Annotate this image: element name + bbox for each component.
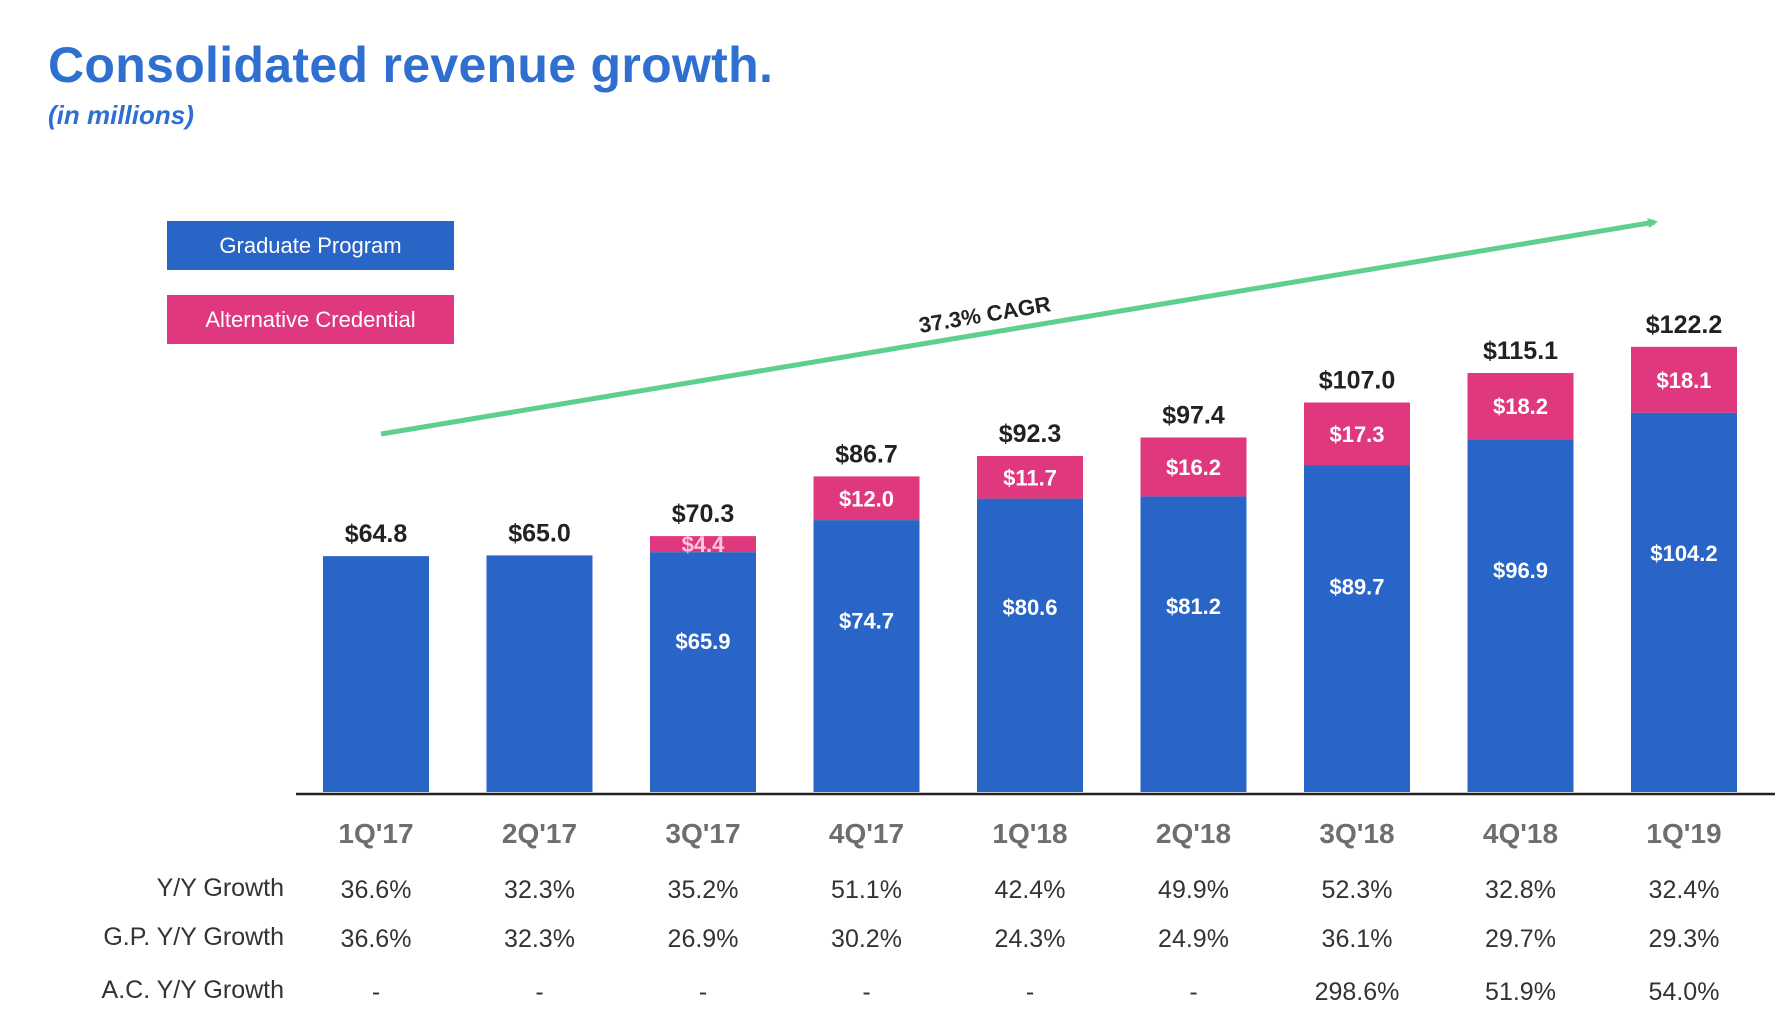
table-cell: -	[1026, 978, 1034, 1006]
data-label-total: $92.3	[999, 420, 1062, 448]
table-cell: -	[535, 978, 543, 1006]
data-label-total: $115.1	[1483, 337, 1558, 365]
table-cell: 29.3%	[1649, 925, 1720, 953]
data-label-alternative-credential: $12.0	[839, 486, 894, 511]
data-label-total: $86.7	[835, 440, 898, 468]
cagr-arrow	[380, 218, 1658, 437]
table-cell: 36.6%	[341, 876, 412, 904]
x-tick-label: 4Q'17	[829, 818, 904, 849]
table-cell: 52.3%	[1322, 876, 1393, 904]
x-tick-label: 4Q'18	[1483, 818, 1558, 849]
data-label-total: $65.0	[508, 519, 571, 547]
table-cell: 32.3%	[504, 876, 575, 904]
table-cell: 29.7%	[1485, 925, 1556, 953]
bar-graduate-program	[486, 555, 593, 792]
bar-graduate-program	[650, 552, 756, 792]
bar-alternative-credential	[1140, 437, 1247, 497]
table-cell: -	[699, 978, 707, 1006]
x-tick-label: 3Q'17	[665, 818, 740, 849]
table-row-label-yy-growth: Y/Y Growth	[156, 874, 284, 902]
table-row-label-gp-yy-growth: G.P. Y/Y Growth	[103, 923, 284, 951]
x-tick-label: 2Q'17	[502, 818, 577, 849]
data-label-total: $107.0	[1319, 367, 1395, 395]
table-cell: 298.6%	[1315, 978, 1400, 1006]
x-tick-label: 1Q'19	[1646, 818, 1721, 849]
data-label-total: $122.2	[1646, 311, 1722, 339]
bar-alternative-credential	[977, 456, 1083, 499]
data-label-graduate-program: $65.9	[675, 629, 730, 654]
table-cell: -	[1189, 978, 1197, 1006]
data-label-total: $64.8	[345, 520, 408, 548]
x-tick-label: 1Q'17	[338, 818, 413, 849]
table-cell: 26.9%	[668, 925, 739, 953]
table-cell: 32.3%	[504, 925, 575, 953]
table-cell: 32.8%	[1485, 876, 1556, 904]
bar-graduate-program	[813, 520, 920, 792]
table-cell: 24.3%	[995, 925, 1066, 953]
data-label-alternative-credential: $18.2	[1493, 394, 1548, 419]
table-cell: 54.0%	[1649, 978, 1720, 1006]
bar-graduate-program	[1140, 496, 1247, 792]
x-tick-label: 3Q'18	[1319, 818, 1394, 849]
bar-alternative-credential	[1304, 402, 1410, 466]
data-label-graduate-program: $74.7	[839, 609, 894, 634]
table-cell: -	[372, 978, 380, 1006]
table-cell: 35.2%	[668, 876, 739, 904]
table-cell: 32.4%	[1649, 876, 1720, 904]
table-cell: 24.9%	[1158, 925, 1229, 953]
data-label-alternative-credential: $11.7	[1003, 465, 1057, 490]
data-label-graduate-program: $80.6	[1002, 595, 1057, 620]
data-label-graduate-program: $96.9	[1493, 558, 1548, 583]
bar-graduate-program	[1304, 465, 1410, 792]
data-label-graduate-program: $104.2	[1650, 541, 1717, 566]
table-cell: 36.6%	[341, 925, 412, 953]
x-tick-label: 1Q'18	[992, 818, 1067, 849]
data-label-graduate-program: $81.2	[1166, 594, 1221, 619]
bar-graduate-program	[1467, 439, 1574, 792]
table-cell: -	[862, 978, 870, 1006]
bar-graduate-program	[323, 556, 429, 792]
bar-graduate-program	[1631, 412, 1737, 792]
table-cell: 49.9%	[1158, 876, 1229, 904]
table-cell: 30.2%	[831, 925, 902, 953]
table-cell: 36.1%	[1322, 925, 1393, 953]
bar-graduate-program	[977, 498, 1083, 792]
table-cell: 51.1%	[831, 876, 902, 904]
x-tick-label: 2Q'18	[1156, 818, 1231, 849]
bar-alternative-credential	[813, 476, 920, 521]
data-label-alternative-credential: $16.2	[1166, 455, 1221, 480]
data-label-total: $70.3	[672, 500, 735, 528]
legend-graduate-program: Graduate Program	[167, 221, 454, 270]
cagr-label: 37.3% CAGR	[917, 291, 1053, 338]
data-label-alternative-credential: $4.4	[682, 532, 726, 557]
table-cell: 42.4%	[995, 876, 1066, 904]
data-label-alternative-credential: $17.3	[1329, 422, 1384, 447]
bar-alternative-credential	[1631, 346, 1737, 413]
page-subtitle: (in millions)	[48, 100, 194, 130]
table-cell: 51.9%	[1485, 978, 1556, 1006]
bar-alternative-credential	[1467, 373, 1574, 440]
page-title: Consolidated revenue growth.	[48, 37, 774, 93]
legend-alternative-credential: Alternative Credential	[167, 295, 454, 344]
table-row-label-ac-yy-growth: A.C. Y/Y Growth	[101, 976, 284, 1004]
bar-alternative-credential	[650, 536, 756, 553]
data-label-total: $97.4	[1162, 401, 1225, 429]
data-label-alternative-credential: $18.1	[1656, 368, 1711, 393]
data-label-graduate-program: $89.7	[1329, 574, 1384, 599]
